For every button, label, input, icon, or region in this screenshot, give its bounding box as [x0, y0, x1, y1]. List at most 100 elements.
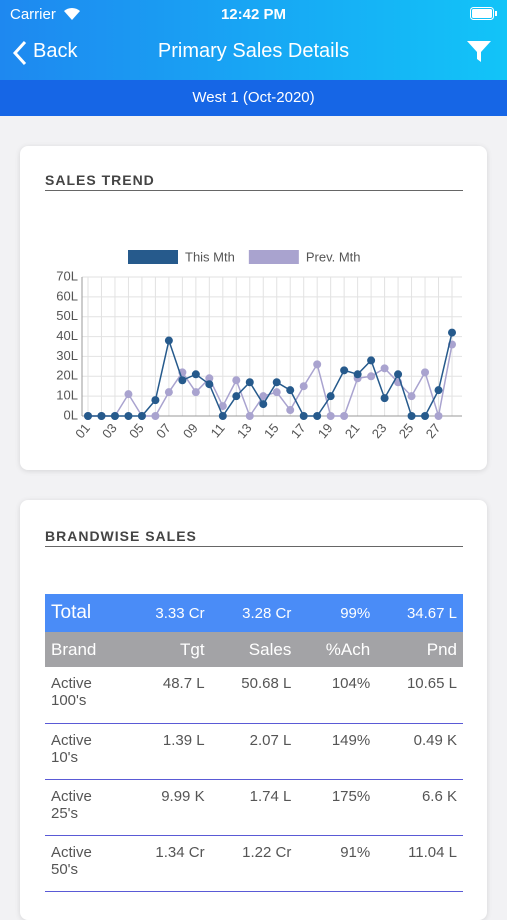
data-point	[272, 388, 281, 397]
x-tick-label: 01	[72, 420, 93, 441]
cell: Tgt	[125, 632, 211, 667]
data-point	[434, 386, 443, 395]
cell: Total	[45, 594, 125, 632]
data-point	[286, 406, 295, 415]
data-point	[367, 372, 376, 381]
cell: 3.28 Cr	[210, 594, 298, 632]
data-point	[313, 412, 322, 420]
x-tick-label: 23	[369, 420, 390, 441]
data-point	[205, 380, 214, 389]
data-point	[137, 412, 146, 420]
data-point	[151, 396, 160, 405]
cell: %Ach	[297, 632, 377, 667]
data-point	[353, 370, 362, 379]
data-point	[299, 382, 308, 391]
data-point	[326, 412, 335, 420]
data-point	[97, 412, 106, 420]
data-point	[380, 364, 389, 373]
data-point	[151, 412, 160, 420]
x-tick-label: 13	[234, 420, 255, 441]
x-tick-label: 05	[126, 420, 147, 441]
data-point	[313, 360, 322, 369]
data-point	[448, 328, 456, 337]
y-tick-label: 30L	[56, 348, 78, 363]
legend-label: This Mth	[185, 249, 235, 264]
data-point	[232, 392, 241, 401]
y-tick-label: 60L	[56, 288, 78, 303]
data-point	[191, 388, 200, 397]
data-point	[299, 412, 308, 420]
table-title: BRANDWISE SALES	[45, 528, 463, 547]
cell: 99%	[297, 594, 377, 632]
x-tick-label: 27	[423, 420, 444, 441]
cell: Pnd	[376, 632, 463, 667]
row-row: Active 25's 9.99 K 1.74 L 175% 6.6 K	[45, 779, 463, 836]
cell: 9.99 K	[125, 779, 211, 836]
data-point	[164, 336, 173, 345]
x-tick-label: 03	[99, 420, 120, 441]
legend-swatch	[248, 250, 299, 264]
cell: 2.07 L	[210, 723, 298, 780]
table-card: BRANDWISE SALES Total 3.33 Cr 3.28 Cr 99% 34…	[20, 500, 487, 920]
x-tick-label: 15	[261, 420, 282, 441]
cell: Active 50's	[45, 835, 125, 892]
cell: 1.22 Cr	[210, 835, 298, 892]
row-row: Active 10's 1.39 L 2.07 L 149% 0.49 K	[45, 723, 463, 780]
row-row: Active 100's 48.7 L 50.68 L 104% 10.65 L	[45, 667, 463, 724]
chart-title: SALES TREND	[45, 172, 463, 191]
data-point	[380, 394, 389, 403]
data-point	[367, 356, 376, 365]
cell: 91%	[297, 835, 377, 892]
y-tick-label: 50L	[56, 308, 78, 323]
chart-card: SALES TREND 0L 10L 20L 30L 40L 50L 60L 70L 01 03 0…	[20, 146, 487, 470]
data-point	[164, 388, 173, 397]
data-point	[124, 390, 133, 399]
row-row: Active 50's 1.34 Cr 1.22 Cr 91% 11.04 L	[45, 835, 463, 892]
header: Carrier 12:42 PM Back Primary Sales Deta…	[0, 0, 507, 80]
total-row: Total 3.33 Cr 3.28 Cr 99% 34.67 L	[45, 594, 463, 632]
cell: 3.33 Cr	[125, 594, 211, 632]
back-icon[interactable]	[12, 40, 28, 66]
data-point	[421, 368, 430, 377]
cell: Brand	[45, 632, 125, 667]
data-point	[259, 400, 268, 409]
cell: 1.39 L	[125, 723, 211, 780]
data-point	[407, 392, 416, 401]
x-tick-label: 19	[315, 420, 336, 441]
chart: 0L 10L 20L 30L 40L 50L 60L 70L 01 03 05 07 09 11 13 15 1…	[56, 249, 462, 441]
brand-table: Total 3.33 Cr 3.28 Cr 99% 34.67 L Brand Tgt Sal…	[45, 594, 463, 892]
data-point	[124, 412, 133, 420]
data-point	[394, 370, 403, 379]
cell: Sales	[210, 632, 298, 667]
cell: 0.49 K	[376, 723, 463, 780]
data-point	[218, 402, 227, 411]
data-point	[218, 412, 227, 420]
y-tick-label: 70L	[56, 268, 78, 283]
cell: 48.7 L	[125, 667, 211, 724]
data-point	[340, 366, 349, 375]
series-line	[88, 332, 453, 418]
x-tick-label: 09	[180, 420, 201, 441]
cell: 104%	[297, 667, 377, 724]
y-tick-label: 10L	[56, 388, 78, 403]
cell: 50.68 L	[210, 667, 298, 724]
cell: 175%	[297, 779, 377, 836]
data-point	[272, 378, 281, 387]
subheader: West 1 (Oct-2020)	[0, 80, 507, 116]
filter-icon[interactable]	[466, 40, 492, 64]
cell: 149%	[297, 723, 377, 780]
time: 12:42 PM	[220, 6, 287, 23]
carrier: Carrier	[10, 6, 56, 23]
legend-swatch	[128, 250, 178, 264]
cell: 34.67 L	[376, 594, 463, 632]
data-point	[205, 374, 214, 383]
y-tick-label: 40L	[56, 328, 78, 343]
data-point	[326, 392, 335, 401]
wifi-icon	[64, 7, 80, 21]
head-row: Brand Tgt Sales %Ach Pnd	[45, 632, 463, 667]
data-point	[245, 412, 254, 420]
x-tick-label: 07	[153, 420, 174, 441]
back-button[interactable]: Back	[33, 40, 78, 62]
